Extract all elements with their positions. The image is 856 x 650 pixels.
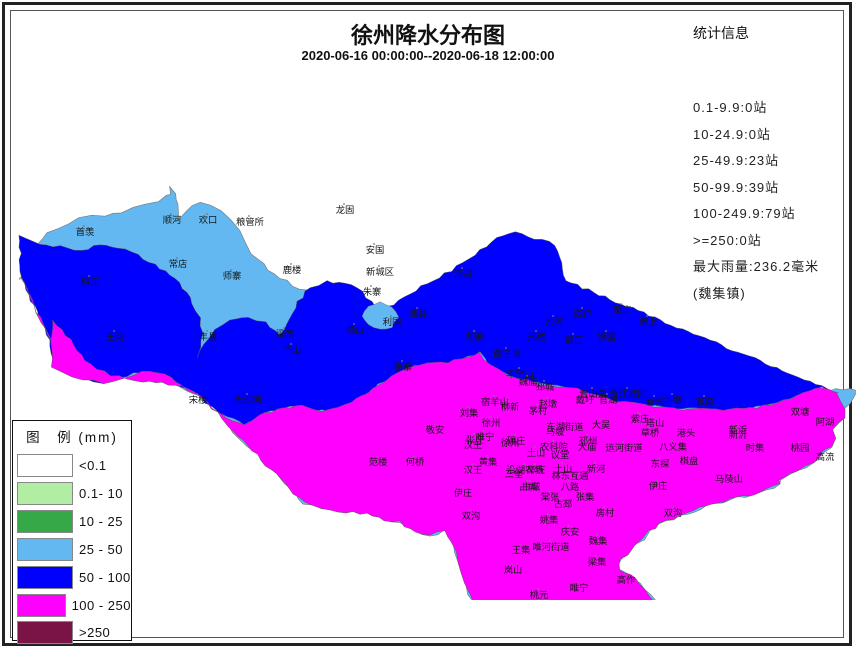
svg-text:范楼: 范楼 [369, 456, 388, 467]
svg-text:桃元: 桃元 [530, 589, 549, 600]
svg-text:何桥: 何桥 [406, 456, 425, 467]
svg-text:大沙河: 大沙河 [234, 394, 262, 405]
svg-text:铁富: 铁富 [598, 331, 617, 342]
svg-text:戴庄: 戴庄 [565, 334, 584, 345]
svg-text:伊庄: 伊庄 [454, 487, 473, 498]
svg-text:魏集: 魏集 [589, 535, 608, 546]
svg-text:姚集: 姚集 [540, 514, 559, 525]
svg-text:贾汪城区: 贾汪城区 [609, 389, 646, 399]
svg-text:张寨: 张寨 [394, 361, 413, 372]
svg-text:大吴: 大吴 [592, 419, 611, 430]
svg-text:桃园: 桃园 [791, 442, 810, 453]
svg-text:师寨: 师寨 [223, 270, 242, 281]
svg-text:刘集: 刘集 [460, 407, 479, 418]
svg-text:欢口: 欢口 [199, 214, 218, 225]
svg-text:邹庄: 邹庄 [613, 304, 632, 315]
svg-text:瓦窑: 瓦窑 [696, 396, 715, 407]
svg-text:赵庄: 赵庄 [81, 276, 100, 287]
svg-text:睢河街道: 睢河街道 [532, 541, 569, 552]
svg-text:土山: 土山 [527, 447, 546, 458]
svg-text:港头: 港头 [677, 427, 696, 438]
svg-text:邳城: 邳城 [536, 382, 555, 392]
svg-text:岔河: 岔河 [545, 316, 564, 327]
svg-text:徐州: 徐州 [482, 417, 501, 428]
svg-text:睢宁: 睢宁 [476, 431, 495, 442]
svg-text:房村: 房村 [596, 507, 615, 518]
svg-text:新河: 新河 [587, 463, 606, 474]
svg-text:宋楼: 宋楼 [189, 394, 208, 405]
svg-text:常店: 常店 [169, 258, 188, 269]
svg-text:茅村: 茅村 [529, 405, 548, 416]
svg-text:东湖街道: 东湖街道 [546, 421, 583, 432]
svg-text:占城: 占城 [519, 481, 538, 492]
svg-text:邳州: 邳州 [579, 436, 598, 446]
svg-text:王沟: 王沟 [106, 331, 125, 342]
svg-text:龙固: 龙固 [336, 204, 355, 215]
svg-text:东探: 东探 [651, 458, 670, 469]
svg-text:合沟: 合沟 [646, 396, 665, 407]
svg-text:张集: 张集 [576, 491, 595, 502]
svg-text:阿湖: 阿湖 [816, 417, 835, 427]
svg-text:汴塘: 汴塘 [664, 394, 683, 405]
svg-text:草桥: 草桥 [641, 427, 660, 438]
svg-text:庆安: 庆安 [561, 526, 580, 537]
svg-text:新城区: 新城区 [366, 266, 394, 277]
svg-text:顺河: 顺河 [163, 214, 182, 225]
svg-text:华山: 华山 [283, 344, 302, 355]
svg-text:岚山: 岚山 [504, 565, 523, 575]
svg-text:邢楼: 邢楼 [528, 331, 547, 342]
svg-text:柳新: 柳新 [501, 401, 520, 412]
svg-text:高作: 高作 [617, 574, 636, 585]
svg-text:棋盘: 棋盘 [680, 455, 699, 466]
svg-text:四户: 四户 [574, 308, 593, 319]
svg-text:睢宁: 睢宁 [570, 582, 589, 593]
svg-text:碾庄: 碾庄 [507, 435, 526, 446]
svg-text:土山: 土山 [554, 463, 573, 474]
svg-text:丰县: 丰县 [199, 331, 218, 342]
svg-text:梁集: 梁集 [588, 556, 607, 567]
svg-text:毕庄: 毕庄 [527, 464, 546, 475]
svg-text:伊庄: 伊庄 [649, 480, 668, 491]
svg-text:港上: 港上 [639, 316, 658, 327]
svg-text:八义集: 八义集 [659, 441, 687, 452]
svg-text:利国: 利国 [383, 316, 402, 327]
svg-text:栖山: 栖山 [346, 324, 365, 335]
svg-text:鹿楼: 鹿楼 [283, 264, 302, 275]
svg-text:高流: 高流 [816, 451, 835, 462]
svg-text:三堡: 三堡 [505, 468, 524, 479]
svg-text:安国: 安国 [366, 244, 385, 255]
svg-text:粮管所: 粮管所 [236, 216, 264, 227]
svg-text:马陵山: 马陵山 [715, 474, 743, 484]
svg-text:时集: 时集 [746, 442, 765, 453]
svg-text:双沟: 双沟 [664, 507, 683, 518]
svg-text:运河街道: 运河街道 [605, 442, 642, 453]
svg-text:沛县: 沛县 [454, 268, 473, 279]
svg-text:敬安: 敬安 [426, 424, 445, 435]
svg-text:沛县: 沛县 [409, 308, 428, 319]
svg-text:梁寨: 梁寨 [276, 328, 295, 339]
svg-text:胡寨: 胡寨 [466, 331, 485, 342]
svg-text:王集: 王集 [512, 544, 531, 555]
svg-text:议堂: 议堂 [551, 449, 570, 460]
svg-text:八路: 八路 [561, 481, 580, 492]
svg-text:首羡: 首羡 [76, 226, 95, 237]
svg-text:新沂: 新沂 [729, 429, 748, 440]
svg-text:车辐山: 车辐山 [506, 368, 534, 379]
svg-text:朱寨: 朱寨 [363, 286, 382, 297]
svg-text:古邳: 古邳 [554, 498, 573, 509]
svg-text:双沟: 双沟 [462, 510, 481, 521]
svg-text:双塘: 双塘 [791, 406, 810, 417]
svg-text:汉王: 汉王 [464, 465, 483, 475]
svg-text:青山泉: 青山泉 [579, 388, 607, 399]
svg-text:燕子埠: 燕子埠 [493, 348, 521, 359]
